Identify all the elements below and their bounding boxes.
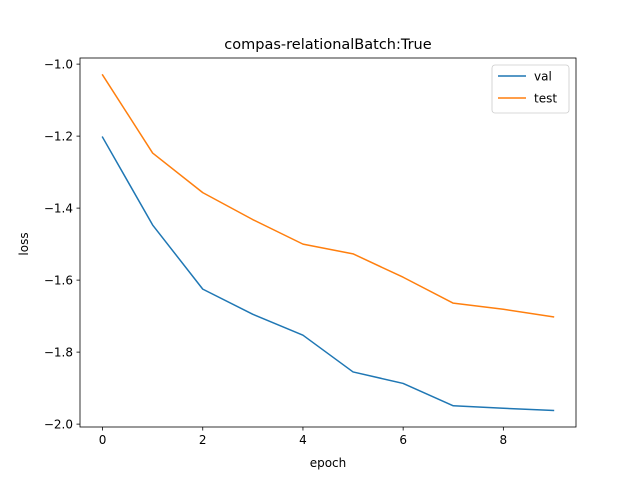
- series-line-val: [101, 136, 555, 412]
- y-tick-label: −1.8: [44, 345, 73, 359]
- chart-title: compas-relationalBatch:True: [224, 37, 431, 53]
- x-axis-label: epoch: [310, 456, 347, 470]
- x-tick-label: 8: [500, 433, 508, 447]
- y-tick-label: −1.2: [44, 129, 73, 143]
- x-tick-label: 0: [99, 433, 107, 447]
- y-tick-label: −1.4: [44, 201, 73, 215]
- axes-frame: [79, 57, 577, 428]
- x-tick-label: 2: [199, 433, 207, 447]
- legend-label-test: test: [534, 92, 557, 106]
- y-tick-label: −1.6: [44, 273, 73, 287]
- y-axis-label: loss: [17, 232, 31, 255]
- plot-area: 0 2 4 6 8 −1.0 −1.2 −1.4 −1.6 −1.8 −2.0 val test: [44, 57, 577, 447]
- x-tick-label: 4: [299, 433, 307, 447]
- y-tick-label: −1.0: [44, 57, 73, 71]
- series-line-test: [101, 73, 555, 318]
- y-tick-label: −2.0: [44, 417, 73, 431]
- legend-label-val: val: [534, 70, 552, 84]
- x-tick-label: 6: [399, 433, 407, 447]
- legend-box: [491, 64, 570, 114]
